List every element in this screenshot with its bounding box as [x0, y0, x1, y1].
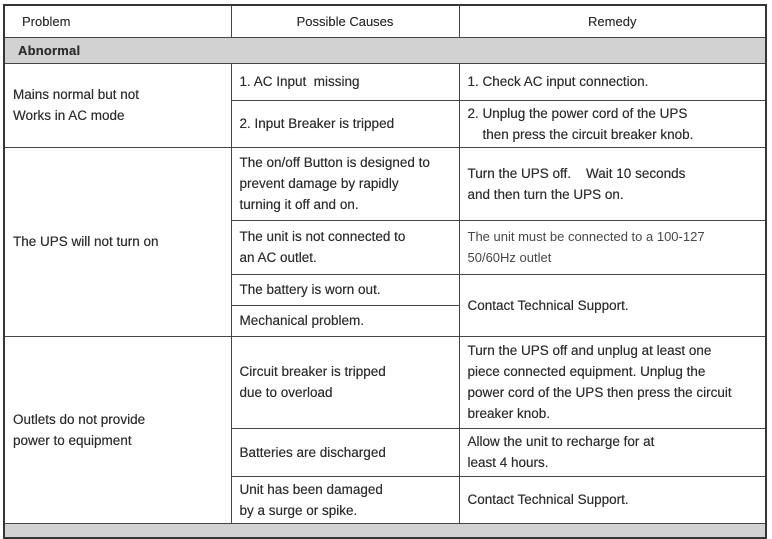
remedy-cell-turn-off-wait: Turn the UPS off. Wait 10 seconds and th… [458, 146, 767, 221]
cause-text: Mechanical problem. [239, 313, 365, 328]
cause-cell-batteries-discharged: Batteries are discharged [230, 427, 460, 477]
remedy-text: Contact Technical Support. [467, 492, 629, 507]
cause-text: Unit has been damaged by a surge or spik… [239, 481, 383, 518]
header-remedy-label: Remedy [588, 13, 637, 29]
cause-cell-onoff-button: The on/off Button is designed to prevent… [230, 146, 460, 221]
scanned-manual-page: Problem Possible Causes Remedy Abnormal … [3, 4, 767, 539]
header-possible-causes: Possible Causes [230, 4, 460, 38]
table-row: Mechanical problem. [4, 304, 766, 337]
remedy-text: 2. Unplug the power cord of the UPS then… [467, 105, 694, 142]
remedy-text: 1. Check AC input connection. [467, 74, 649, 89]
remedy-text: Turn the UPS off. Wait 10 seconds and th… [467, 165, 686, 202]
cause-text: The on/off Button is designed to prevent… [239, 155, 430, 212]
cause-text: Batteries are discharged [239, 444, 386, 460]
cause-text: 1. AC Input missing [239, 74, 360, 89]
table-row: The unit is not connected to an AC outle… [4, 219, 767, 275]
table-header-row: Problem Possible Causes Remedy [3, 4, 767, 38]
header-problem-label: Problem [22, 13, 71, 29]
header-possible-causes-label: Possible Causes [296, 13, 394, 29]
table-row: 2. Input Breaker is tripped 2. Unplug th… [4, 99, 767, 148]
problem-text: Mains normal but not Works in AC mode [13, 87, 140, 123]
cause-cell-input-breaker-tripped: 2. Input Breaker is tripped [230, 99, 460, 148]
table-row: Mains normal but not Works in AC mode 1.… [3, 62, 767, 148]
section-band-row: Abnormal [3, 36, 767, 64]
header-remedy: Remedy [458, 4, 767, 38]
remedy-text: Turn the UPS off and unplug at least one… [467, 343, 732, 421]
problem-text: Outlets do not provide power to equipmen… [13, 411, 146, 448]
problem-cell-ups-will-not-turn-on: The UPS will not turn on [3, 146, 232, 337]
problem-cell-outlets-no-power: Outlets do not provide power to equipmen… [3, 335, 232, 524]
bottom-band-row [3, 522, 767, 539]
remedy-text: Contact Technical Support. [467, 297, 629, 313]
remedy-cell-recharge: Allow the unit to recharge for at least … [458, 427, 767, 477]
troubleshooting-table: Problem Possible Causes Remedy Abnormal … [3, 4, 767, 539]
bottom-section-band [3, 522, 767, 539]
remedy-cell-unplug-equipment: Turn the UPS off and unplug at least one… [458, 335, 767, 429]
remedy-cell-contact-support-2: Contact Technical Support. [458, 475, 767, 524]
problem-cell-mains-normal: Mains normal but not Works in AC mode [3, 62, 232, 148]
cause-cell-surge-damage: Unit has been damaged by a surge or spik… [230, 475, 460, 524]
remedy-cell-contact-support-1: Contact Technical Support. [458, 273, 767, 337]
remedy-text: Allow the unit to recharge for at least … [467, 434, 655, 470]
cause-text: The battery is worn out. [239, 282, 381, 297]
table-row: Outlets do not provide power to equipmen… [3, 335, 767, 524]
cause-text: The unit is not connected to an AC outle… [239, 229, 406, 265]
cause-cell-not-connected-outlet: The unit is not connected to an AC outle… [230, 219, 460, 275]
cause-cell-mechanical-problem: Mechanical problem. [230, 304, 460, 337]
remedy-cell-connect-outlet: The unit must be connected to a 100-127 … [458, 219, 767, 275]
section-band-abnormal: Abnormal [3, 36, 767, 64]
section-band-label: Abnormal [18, 42, 81, 58]
header-problem: Problem [3, 4, 232, 38]
cause-cell-battery-worn-out: The battery is worn out. [230, 273, 460, 306]
table-row: Batteries are discharged Allow the unit … [4, 427, 767, 477]
cause-text: Circuit breaker is tripped due to overlo… [239, 364, 386, 400]
remedy-text: The unit must be connected to a 100-127 … [467, 229, 705, 265]
cause-cell-breaker-overload: Circuit breaker is tripped due to overlo… [230, 335, 460, 429]
remedy-cell-unplug-power-cord: 2. Unplug the power cord of the UPS then… [458, 99, 767, 148]
remedy-cell-check-ac-input: 1. Check AC input connection. [458, 62, 767, 101]
cause-cell-ac-input-missing: 1. AC Input missing [230, 62, 460, 101]
problem-text: The UPS will not turn on [13, 234, 159, 249]
table-row: The UPS will not turn on The on/off Butt… [3, 146, 767, 337]
cause-text: 2. Input Breaker is tripped [239, 116, 395, 131]
table-row: The battery is worn out. Contact Technic… [4, 273, 767, 337]
